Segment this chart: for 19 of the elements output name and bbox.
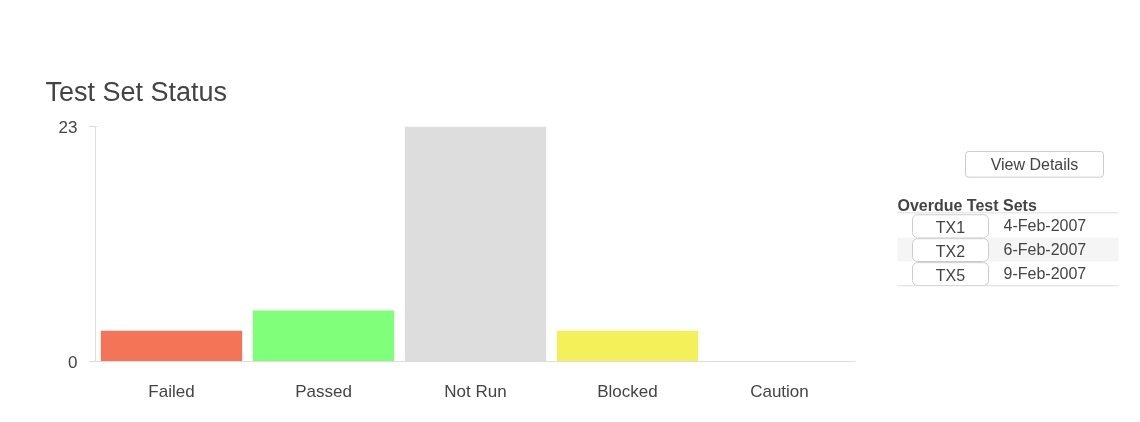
text: TX1 bbox=[935, 218, 966, 236]
text: 4-Feb-2007 bbox=[1003, 217, 1087, 235]
text: 6-Feb-2007 bbox=[1003, 241, 1087, 259]
chart-title: Test Set Status bbox=[45, 76, 228, 107]
y-tick-label: 0 bbox=[68, 352, 78, 372]
text: 9-Feb-2007 bbox=[1003, 265, 1087, 283]
bar bbox=[100, 330, 243, 362]
y-tick-label: 23 bbox=[58, 117, 78, 137]
x-tick-label: Failed bbox=[148, 381, 195, 401]
bar bbox=[556, 330, 699, 362]
x-tick-label: Not Run bbox=[444, 381, 507, 401]
x-tick-label: Caution bbox=[750, 381, 809, 401]
x-tick-label: Blocked bbox=[597, 381, 658, 401]
text: TX5 bbox=[935, 266, 966, 284]
bar bbox=[252, 310, 395, 362]
text: TX2 bbox=[935, 242, 966, 260]
text: View Details bbox=[990, 156, 1079, 174]
text: Overdue Test Sets bbox=[897, 197, 1037, 215]
x-tick-label: Passed bbox=[295, 381, 352, 401]
